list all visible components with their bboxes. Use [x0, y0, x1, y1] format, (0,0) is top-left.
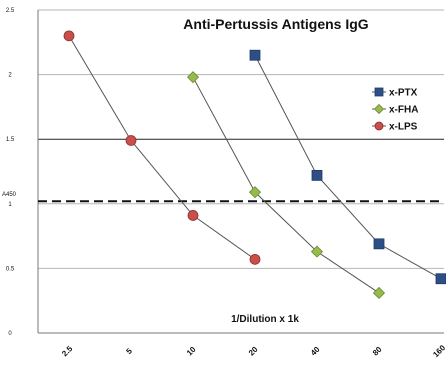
legend-label: x-PTX — [389, 88, 418, 99]
series-line — [254, 54, 442, 280]
y-tick-label: 1 — [8, 202, 12, 208]
x-tick-label: 5 — [124, 346, 134, 356]
legend-marker — [374, 121, 384, 131]
series-lines — [63, 30, 446, 300]
y-tick-label: 0.5 — [6, 266, 15, 272]
data-point — [435, 273, 446, 285]
data-point — [311, 169, 323, 181]
x-axis-title: 1/Dilution x 1k — [231, 314, 299, 325]
series-x-FHA — [186, 71, 386, 300]
x-tick-label: 40 — [309, 345, 322, 358]
series-line — [68, 35, 256, 260]
series-x-PTX — [249, 49, 446, 285]
axes — [37, 10, 444, 334]
legend-marker — [374, 87, 384, 97]
legend: x-PTX x-FHA x-LPS — [372, 88, 418, 133]
legend-label: x-FHA — [389, 105, 418, 116]
data-point — [249, 49, 261, 61]
x-tick-label: 10 — [185, 345, 198, 358]
x-tick-label: 160 — [431, 343, 446, 359]
y-tick-label: 0 — [8, 331, 12, 337]
legend-item: x-LPS — [372, 122, 418, 133]
grid-lines — [38, 9, 444, 269]
y-tick-label: 2.5 — [6, 8, 15, 14]
data-point — [186, 71, 200, 84]
x-tick-labels: 2.5 5 10 20 40 80 160 — [60, 343, 446, 359]
reference-line-group: A450 — [2, 192, 444, 203]
data-point — [310, 245, 324, 258]
series-line — [192, 76, 380, 294]
data-point — [249, 253, 261, 265]
chart-title: Anti-Pertussis Antigens IgG — [183, 16, 369, 32]
data-point — [187, 210, 199, 221]
y-tick-labels: 0 0.5 1 1.5 2 2.5 — [6, 8, 15, 337]
data-point — [248, 186, 262, 199]
data-point — [372, 286, 386, 300]
reference-line-label: A450 — [2, 192, 17, 198]
y-tick-label: 1.5 — [6, 137, 15, 143]
series-x-LPS — [63, 30, 261, 265]
x-tick-label: 80 — [371, 345, 384, 358]
data-point — [125, 135, 137, 146]
legend-item: x-PTX — [372, 88, 418, 99]
y-tick-label: 2 — [8, 73, 12, 79]
x-tick-label: 2.5 — [60, 344, 75, 359]
x-tick-label: 20 — [247, 345, 260, 358]
legend-item: x-FHA — [372, 103, 418, 116]
legend-marker — [373, 103, 385, 115]
data-point — [63, 30, 75, 42]
data-point — [373, 238, 385, 250]
legend-label: x-LPS — [389, 122, 418, 133]
